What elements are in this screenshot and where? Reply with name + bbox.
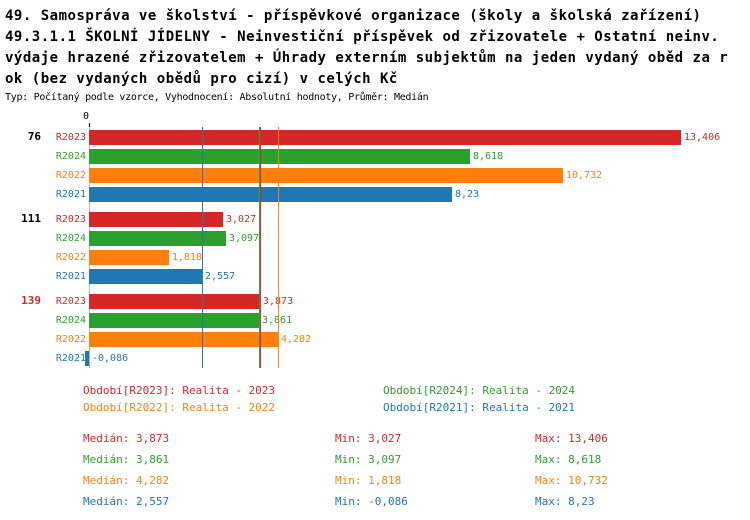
- chart-stats: Medián: 3,873 Min: 3,027 Max: 13,406 Medián…: [5, 428, 750, 512]
- bar: [85, 351, 89, 366]
- group-label: 76: [27, 130, 41, 143]
- bar-row: R2023 13,406: [5, 128, 750, 147]
- bar-row: R2021 2,557: [5, 267, 750, 286]
- bar-row: R2024 3,861: [5, 311, 750, 330]
- bar: [89, 313, 259, 328]
- group-label: 139: [21, 294, 41, 307]
- stat-median: Medián: 4,282: [83, 474, 170, 487]
- median-line-R2021: [201, 127, 203, 368]
- series-label: R2022: [55, 334, 86, 345]
- series-label: R2024: [55, 151, 86, 162]
- report-title-line: 49.3.1.1 ŠKOLNÍ JÍDELNY - Neinvestiční p…: [5, 29, 720, 45]
- series-label: R2021: [55, 189, 86, 200]
- bar: [89, 294, 260, 309]
- series-label: R2023: [55, 132, 86, 143]
- report-subtitle: Typ: Počítaný podle vzorce, Vyhodnocení:…: [5, 92, 429, 103]
- bar-row: R2022 1,818: [5, 248, 750, 267]
- bar-row: R2021 8,23: [5, 185, 750, 204]
- bar-chart: 0 76 R2023 13,406 R2024 8,618 R2022 10,732 R202…: [5, 111, 750, 368]
- bar-value: 13,406: [684, 132, 721, 143]
- median-line-R2024: [259, 127, 261, 368]
- stat-min: Min: 3,097: [335, 453, 402, 466]
- bar-value: -0,086: [92, 353, 129, 364]
- bar: [89, 231, 226, 246]
- bar-value: 1,818: [172, 252, 203, 263]
- bar-value: 3,097: [229, 233, 260, 244]
- x-axis-tick: [89, 123, 90, 127]
- series-label: R2024: [55, 315, 86, 326]
- stat-max: Max: 8,618: [535, 453, 602, 466]
- median-line-R2022: [278, 127, 280, 368]
- bar-group: 76 R2023 13,406 R2024 8,618 R2022 10,732 R2021 8…: [5, 128, 750, 204]
- bar-value: 2,557: [205, 271, 236, 282]
- axis-zero-line: [89, 127, 90, 368]
- bar-row: R2022 4,282: [5, 330, 750, 349]
- stat-max: Max: 13,406: [535, 432, 608, 445]
- bar-value: 8,23: [455, 189, 480, 200]
- bar-value: 3,861: [262, 315, 293, 326]
- bar: [89, 130, 681, 145]
- stat-median: Medián: 3,861: [83, 453, 170, 466]
- stat-max: Max: 10,732: [535, 474, 608, 487]
- series-label: R2021: [55, 271, 86, 282]
- plot-area: 76 R2023 13,406 R2024 8,618 R2022 10,732 R2021 8…: [5, 127, 750, 368]
- legend-item-R2024: Období[R2024]: Realita - 2024: [383, 384, 576, 397]
- bar-row: R2023 3,027: [5, 210, 750, 229]
- stats-row: Medián: 3,873 Min: 3,027 Max: 13,406: [83, 428, 750, 449]
- bar-row: R2021 -0,086: [5, 349, 750, 368]
- bar: [89, 332, 278, 347]
- stat-min: Min: 1,818: [335, 474, 402, 487]
- stats-row: Medián: 4,282 Min: 1,818 Max: 10,732: [83, 470, 750, 491]
- bar-value: 4,282: [281, 334, 312, 345]
- bar: [89, 149, 470, 164]
- group-label: 111: [21, 212, 41, 225]
- bar-row: R2023 3,873: [5, 292, 750, 311]
- bar-value: 8,618: [473, 151, 504, 162]
- series-label: R2023: [55, 214, 86, 225]
- x-axis-zero-label: 0: [82, 111, 90, 122]
- stat-max: Max: 8,23: [535, 495, 595, 508]
- stat-min: Min: -0,086: [335, 495, 408, 508]
- bar-value: 3,873: [263, 296, 293, 307]
- bar-group: 139 R2023 3,873 R2024 3,861 R2022 4,282 R2021 -0…: [5, 292, 750, 368]
- bar-row: R2024 8,618: [5, 147, 750, 166]
- bar-row: R2022 10,732: [5, 166, 750, 185]
- report-title-line: výdaje hrazené zřizovatelem + Úhrady ext…: [5, 50, 729, 66]
- stats-row: Medián: 2,557 Min: -0,086 Max: 8,23: [83, 491, 750, 512]
- stat-median: Medián: 2,557: [83, 495, 170, 508]
- bar: [89, 250, 169, 265]
- bar-group: 111 R2023 3,027 R2024 3,097 R2022 1,818 R2021 2,…: [5, 210, 750, 286]
- bar: [89, 187, 452, 202]
- legend-item-R2021: Období[R2021]: Realita - 2021: [383, 401, 576, 414]
- series-label: R2022: [55, 170, 86, 181]
- chart-legend: Období[R2023]: Realita - 2023 Období[R202…: [5, 382, 750, 416]
- legend-item-R2023: Období[R2023]: Realita - 2023: [83, 384, 276, 397]
- report-title: 49. Samospráva ve školství - příspěvkové…: [5, 6, 750, 90]
- series-label: R2024: [55, 233, 86, 244]
- bar: [89, 269, 202, 284]
- bar: [89, 168, 563, 183]
- series-label: R2021: [55, 353, 86, 364]
- stat-median: Medián: 3,873: [83, 432, 170, 445]
- x-axis: 0: [5, 111, 750, 127]
- legend-item-R2022: Období[R2022]: Realita - 2022: [83, 401, 276, 414]
- stat-min: Min: 3,027: [335, 432, 402, 445]
- report-title-line: ok (bez vydaných obědů pro cizí) v celýc…: [5, 71, 398, 87]
- bar-value: 3,027: [226, 214, 257, 225]
- bar: [89, 212, 223, 227]
- series-label: R2022: [55, 252, 86, 263]
- bar-value: 10,732: [566, 170, 603, 181]
- report-title-line: 49. Samospráva ve školství - příspěvkové…: [5, 8, 702, 24]
- median-line-R2023: [260, 127, 262, 368]
- bar-row: R2024 3,097: [5, 229, 750, 248]
- series-label: R2023: [55, 296, 86, 307]
- stats-row: Medián: 3,861 Min: 3,097 Max: 8,618: [83, 449, 750, 470]
